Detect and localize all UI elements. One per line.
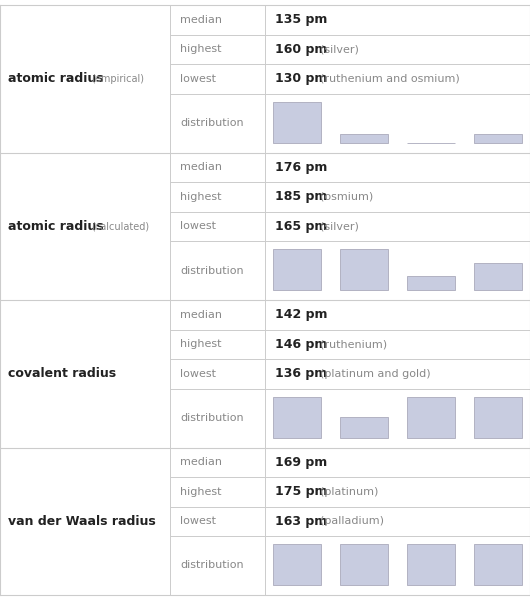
Text: (silver): (silver) (320, 221, 359, 231)
Text: median: median (180, 457, 222, 467)
Text: median: median (180, 15, 222, 25)
Bar (340, 249, 388, 290)
Bar (474, 544, 522, 585)
Text: (empirical): (empirical) (91, 74, 144, 84)
Text: 136 pm: 136 pm (275, 367, 327, 380)
Bar (474, 263, 522, 290)
Bar (273, 101, 321, 142)
Bar (340, 417, 388, 437)
Text: 165 pm: 165 pm (275, 220, 328, 233)
Text: 185 pm: 185 pm (275, 190, 328, 203)
Text: covalent radius: covalent radius (8, 367, 116, 380)
Bar (340, 134, 388, 142)
Text: 135 pm: 135 pm (275, 13, 328, 26)
Bar (407, 397, 455, 437)
Text: atomic radius: atomic radius (8, 72, 104, 85)
Text: atomic radius: atomic radius (8, 220, 104, 233)
Bar (273, 397, 321, 437)
Text: highest: highest (180, 487, 222, 497)
Text: median: median (180, 310, 222, 320)
Text: 175 pm: 175 pm (275, 485, 328, 498)
Bar (273, 249, 321, 290)
Text: 130 pm: 130 pm (275, 72, 328, 85)
Text: 146 pm: 146 pm (275, 338, 328, 351)
Text: van der Waals radius: van der Waals radius (8, 515, 156, 528)
Bar (474, 397, 522, 437)
Bar (273, 544, 321, 585)
Text: highest: highest (180, 339, 222, 349)
Text: lowest: lowest (180, 369, 216, 379)
Text: (ruthenium): (ruthenium) (320, 339, 387, 349)
Bar (407, 544, 455, 585)
Text: (ruthenium and osmium): (ruthenium and osmium) (320, 74, 460, 84)
Text: highest: highest (180, 192, 222, 202)
Text: 160 pm: 160 pm (275, 43, 328, 56)
Text: 163 pm: 163 pm (275, 515, 327, 528)
Text: distribution: distribution (180, 265, 244, 275)
Text: 176 pm: 176 pm (275, 161, 328, 174)
Bar (474, 134, 522, 142)
Text: (palladium): (palladium) (320, 516, 384, 526)
Text: (osmium): (osmium) (320, 192, 374, 202)
Bar (340, 544, 388, 585)
Text: (calculated): (calculated) (91, 221, 149, 231)
Text: (platinum): (platinum) (320, 487, 378, 497)
Text: highest: highest (180, 44, 222, 54)
Text: distribution: distribution (180, 413, 244, 423)
Text: distribution: distribution (180, 118, 244, 128)
Text: lowest: lowest (180, 74, 216, 84)
Bar (407, 277, 455, 290)
Text: (silver): (silver) (320, 44, 359, 54)
Text: lowest: lowest (180, 516, 216, 526)
Text: median: median (180, 162, 222, 172)
Text: lowest: lowest (180, 221, 216, 231)
Text: 142 pm: 142 pm (275, 308, 328, 321)
Text: (platinum and gold): (platinum and gold) (320, 369, 431, 379)
Text: distribution: distribution (180, 560, 244, 571)
Text: 169 pm: 169 pm (275, 456, 327, 469)
